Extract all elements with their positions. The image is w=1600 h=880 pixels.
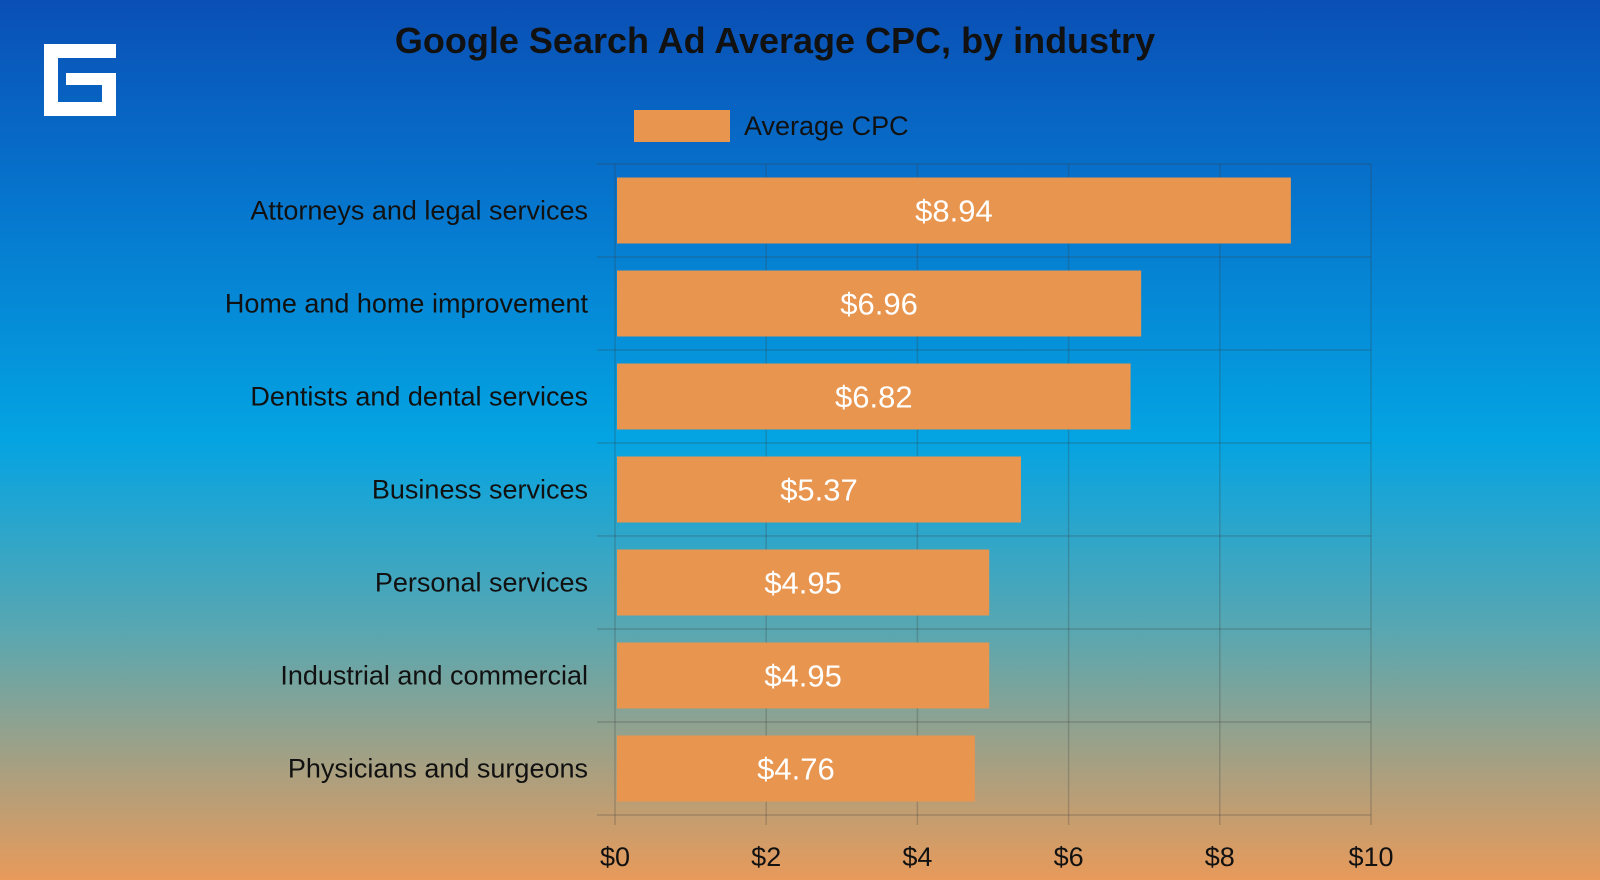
category-label-2: Dentists and dental services — [250, 382, 588, 412]
category-label-0: Attorneys and legal services — [250, 196, 588, 226]
bar-2 — [617, 363, 1131, 430]
bar-value-label-4: $4.95 — [764, 566, 842, 601]
bar-value-label-6: $4.76 — [757, 752, 835, 787]
category-label-4: Personal services — [375, 568, 588, 598]
bar-value-label-1: $6.96 — [840, 287, 918, 322]
legend-label: Average CPC — [744, 110, 909, 141]
bar-3 — [617, 456, 1021, 523]
bar-value-label-5: $4.95 — [764, 659, 842, 694]
x-tick-label-1: $2 — [751, 842, 781, 872]
chart-title: Google Search Ad Average CPC, by industr… — [394, 20, 1156, 61]
bar-value-label-2: $6.82 — [835, 380, 913, 415]
x-tick-label-2: $4 — [902, 842, 932, 872]
legend-swatch — [634, 110, 730, 142]
brand-logo-icon — [44, 44, 116, 116]
category-label-6: Physicians and surgeons — [288, 754, 588, 784]
x-tick-label-4: $8 — [1205, 842, 1235, 872]
bar-1 — [617, 270, 1142, 337]
bar-value-label-0: $8.94 — [915, 194, 993, 229]
category-label-5: Industrial and commercial — [280, 661, 588, 691]
x-tick-label-5: $10 — [1348, 842, 1393, 872]
category-label-1: Home and home improvement — [225, 289, 589, 319]
bar-0 — [617, 177, 1291, 244]
category-label-3: Business services — [372, 475, 588, 505]
x-tick-label-0: $0 — [600, 842, 630, 872]
bar-4 — [617, 549, 990, 616]
bar-5 — [617, 642, 990, 709]
legend: Average CPC — [634, 110, 909, 142]
bar-6 — [617, 735, 975, 802]
x-tick-label-3: $6 — [1054, 842, 1084, 872]
bar-value-label-3: $5.37 — [780, 473, 858, 508]
